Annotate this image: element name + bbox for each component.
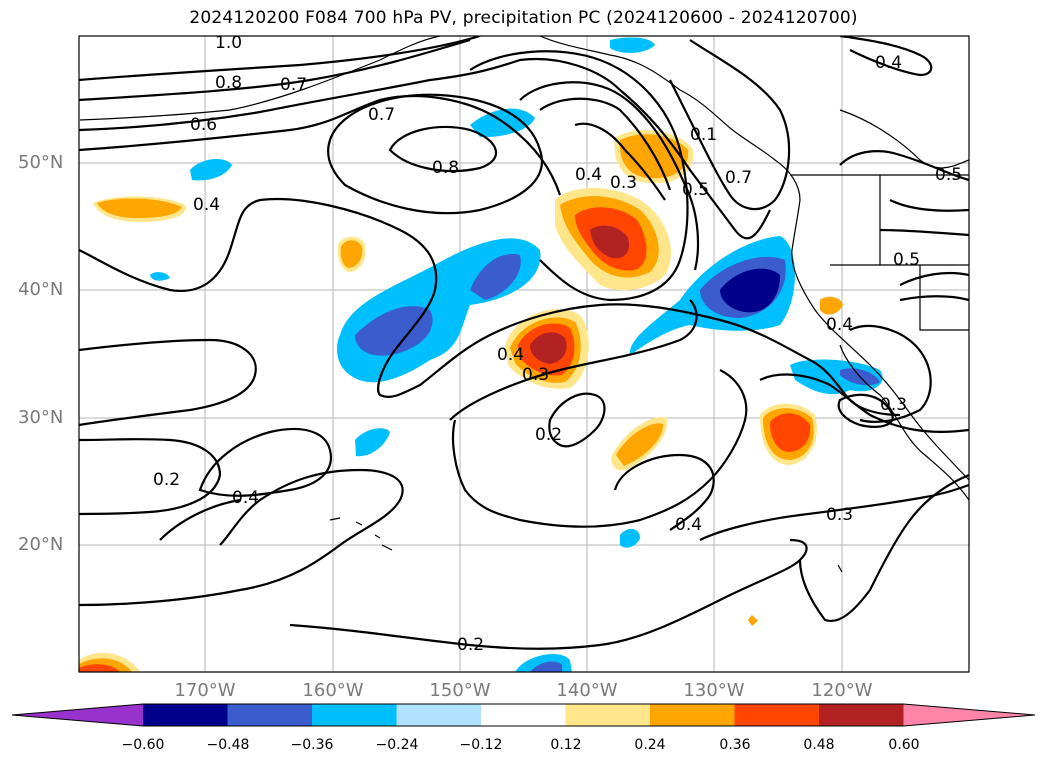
colorbar-segment	[481, 704, 566, 726]
lat-label: 20°N	[18, 534, 64, 555]
lon-label: 150°W	[429, 680, 491, 701]
colorbar-tick-label: 0.24	[634, 737, 666, 753]
contour-label: 0.3	[522, 365, 549, 385]
lat-label: 30°N	[18, 407, 64, 428]
colorbar-extend-low	[12, 704, 143, 726]
contour-label: 0.4	[875, 53, 902, 73]
colorbar-tick-label: −0.60	[121, 737, 165, 753]
contour-label: 0.7	[280, 75, 307, 95]
contour-label: 0.4	[575, 165, 602, 185]
coastlines	[79, 36, 969, 573]
contour-label: 0.5	[935, 165, 962, 185]
contour-label: 0.5	[893, 250, 920, 270]
pv-contours	[79, 36, 969, 650]
lon-label: 120°W	[811, 680, 873, 701]
contour-label: 0.1	[690, 125, 717, 145]
contour-label: 0.6	[190, 115, 217, 135]
contour-label: 0.2	[535, 425, 562, 445]
contour-label: 0.3	[826, 505, 853, 525]
contour-label: 0.4	[497, 345, 524, 365]
contour-label: 0.4	[193, 195, 220, 215]
lon-label: 140°W	[556, 680, 618, 701]
contour-label: 1.0	[215, 33, 242, 53]
colorbar-tick-label: 0.48	[803, 737, 835, 753]
contour-label: 0.4	[826, 315, 853, 335]
contour-label: 0.8	[215, 73, 242, 93]
colorbar-outline	[11, 703, 1036, 727]
colorbar-segment	[565, 704, 651, 726]
contour-label: 0.3	[610, 173, 637, 193]
colorbar-segment	[650, 704, 735, 726]
lon-label: 160°W	[302, 680, 364, 701]
contour-label: 0.5	[682, 180, 709, 200]
colorbar	[11, 703, 1036, 727]
map-frame	[78, 35, 970, 673]
contour-label: 0.2	[153, 470, 180, 490]
colorbar-tick-label: 0.60	[888, 737, 920, 753]
contour-label: 0.2	[457, 635, 484, 655]
colorbar-tick-label: 0.12	[550, 737, 582, 753]
colorbar-tick-label: 0.36	[719, 737, 751, 753]
lon-label: 130°W	[683, 680, 745, 701]
contour-label: 0.8	[432, 158, 459, 178]
colorbar-tick-label: −0.48	[206, 737, 250, 753]
lat-label: 50°N	[18, 152, 64, 173]
colorbar-segment	[312, 704, 397, 726]
colorbar-segment	[734, 704, 820, 726]
contour-label: 0.4	[232, 488, 259, 508]
contour-labels: 1.0 0.8 0.7 0.6 0.7 0.8 0.4 0.4 0.3 0.1 …	[153, 33, 962, 655]
contour-label: 0.7	[725, 168, 752, 188]
contour-label: 0.4	[675, 515, 702, 535]
colorbar-tick-label: −0.24	[375, 737, 419, 753]
colorbar-segment	[143, 704, 228, 726]
lon-label: 170°W	[174, 680, 236, 701]
map-content: 1.0 0.8 0.7 0.6 0.7 0.8 0.4 0.4 0.3 0.1 …	[79, 33, 969, 672]
colorbar-tick-label: −0.36	[290, 737, 334, 753]
colorbar-extend-high	[903, 704, 1035, 726]
contour-label: 0.7	[368, 105, 395, 125]
gridlines	[79, 36, 969, 672]
figure-title: 2024120200 F084 700 hPa PV, precipitatio…	[189, 8, 858, 28]
colorbar-segment	[819, 704, 904, 726]
colorbar-segment	[396, 704, 482, 726]
colorbar-segment	[227, 704, 313, 726]
lat-label: 40°N	[18, 279, 64, 300]
colorbar-tick-label: −0.12	[459, 737, 503, 753]
contour-label: 0.3	[880, 395, 907, 415]
